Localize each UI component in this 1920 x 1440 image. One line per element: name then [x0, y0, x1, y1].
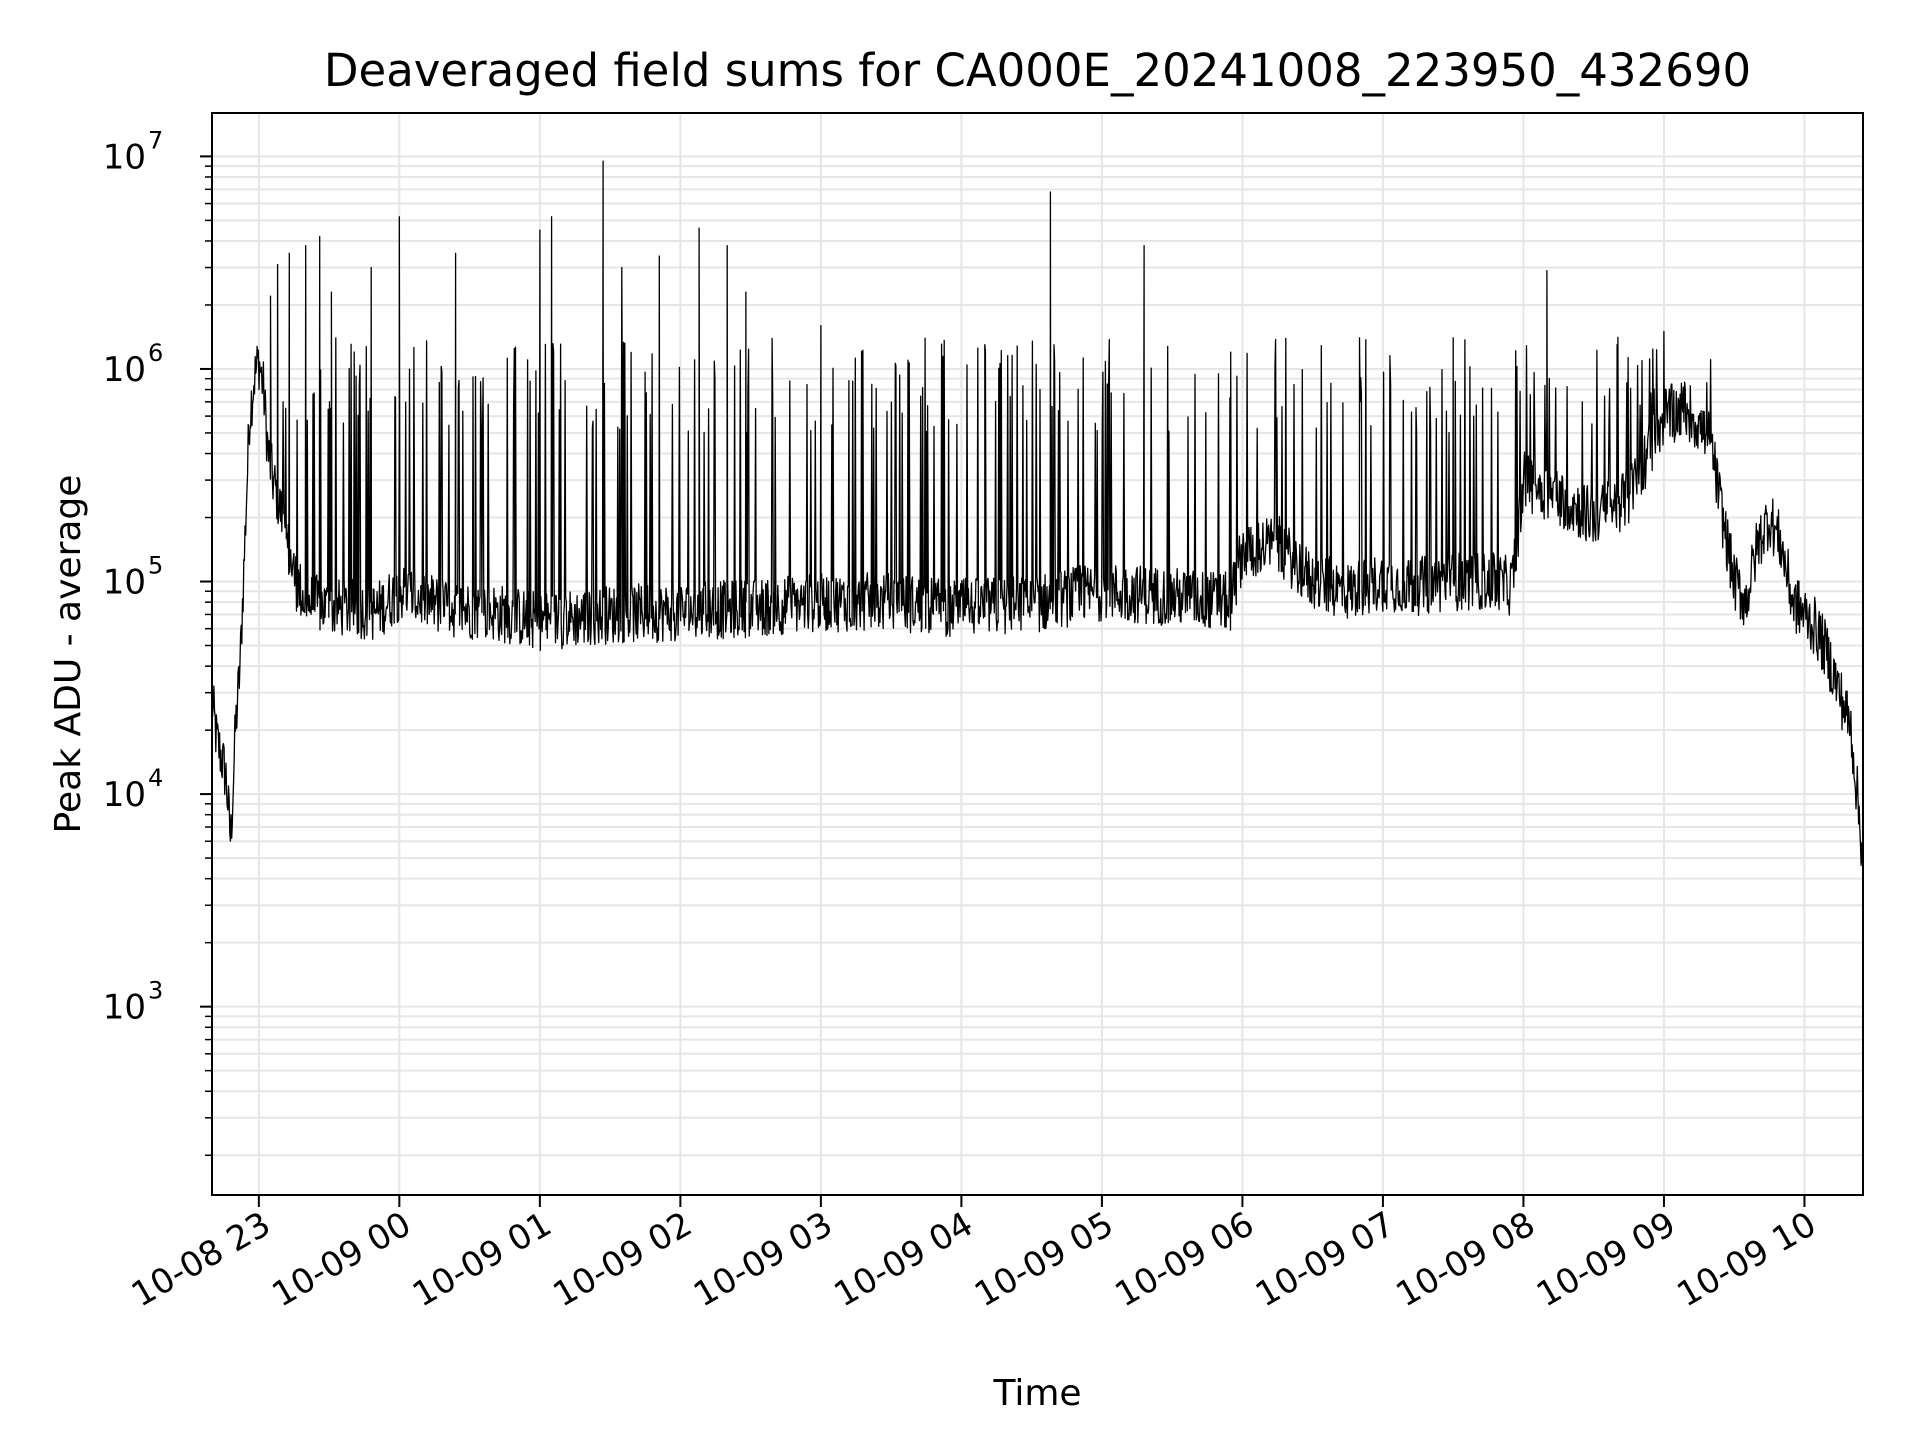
y-tick-exponent: 3: [148, 977, 163, 1005]
y-tick-label: 10: [103, 350, 146, 390]
y-tick-label: 10: [103, 988, 146, 1028]
plot-frame: [211, 112, 1864, 1196]
y-tick-label: 10: [103, 137, 146, 177]
series-line: [211, 160, 1864, 870]
chart-title: Deaveraged field sums for CA000E_2024100…: [324, 44, 1751, 97]
grid: [212, 113, 1863, 1195]
y-tick-exponent: 7: [148, 126, 163, 154]
y-tick-exponent: 5: [148, 552, 163, 580]
y-tick-label: 10: [103, 775, 146, 815]
x-axis-label: Time: [992, 1373, 1081, 1414]
y-tick-label: 10: [103, 563, 146, 603]
y-tick-exponent: 4: [148, 764, 163, 792]
y-tick-exponent: 6: [148, 339, 163, 367]
y-axis-label: Peak ADU - average: [48, 475, 89, 834]
